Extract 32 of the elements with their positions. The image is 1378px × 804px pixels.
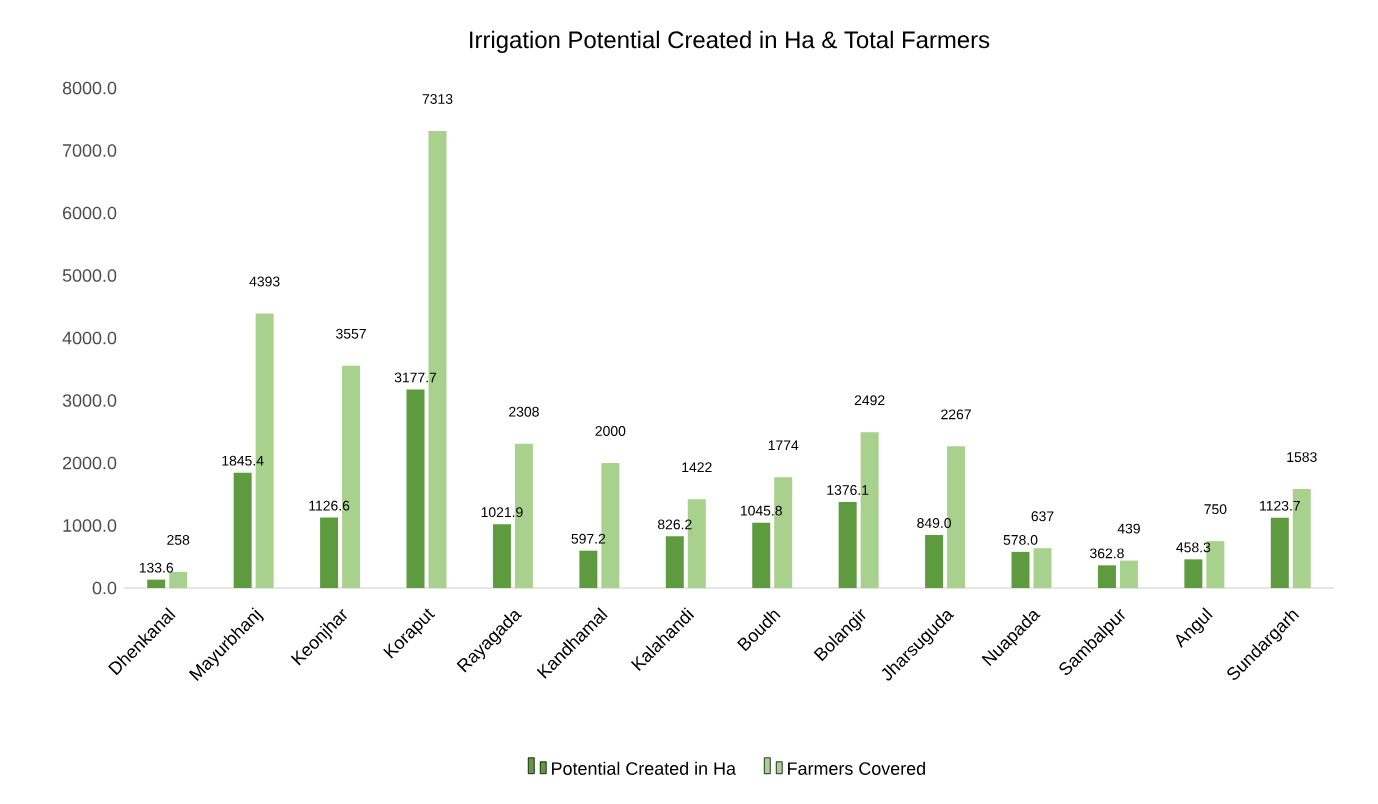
bar xyxy=(233,472,252,588)
y-tick-label: 1000.0 xyxy=(63,519,117,532)
bar xyxy=(579,550,598,588)
y-tick-label: 5000.0 xyxy=(62,269,117,282)
bar xyxy=(601,463,620,588)
bar xyxy=(1270,517,1289,588)
y-tick-label: 0.0 xyxy=(92,581,117,595)
bar xyxy=(925,534,944,588)
y-tick-label: 2000.0 xyxy=(63,456,117,470)
legend-label: Farmers Covered xyxy=(788,761,925,775)
bar xyxy=(1011,551,1030,588)
legend-label: Potential Created in Ha xyxy=(552,761,736,775)
bar xyxy=(1119,560,1138,588)
bar xyxy=(1206,541,1225,588)
y-tick-label: 7000.0 xyxy=(63,144,117,157)
bar xyxy=(665,536,684,588)
bar xyxy=(492,524,511,588)
bar xyxy=(838,502,857,588)
y-tick-label: 6000.0 xyxy=(63,206,117,220)
bar xyxy=(406,389,425,588)
bar xyxy=(752,522,771,588)
bar xyxy=(147,579,166,588)
bar xyxy=(169,571,188,588)
y-tick-label: 8000.0 xyxy=(62,81,117,95)
bar xyxy=(320,517,339,588)
bar xyxy=(1184,559,1203,588)
bar xyxy=(1033,548,1052,588)
bar xyxy=(1097,565,1116,588)
y-tick-label: 4000.0 xyxy=(62,331,117,345)
bar xyxy=(947,446,966,588)
y-tick-label: 3000.0 xyxy=(62,394,117,407)
chart-title: Irrigation Potential Created in Ha & Total Farmers xyxy=(470,30,990,54)
